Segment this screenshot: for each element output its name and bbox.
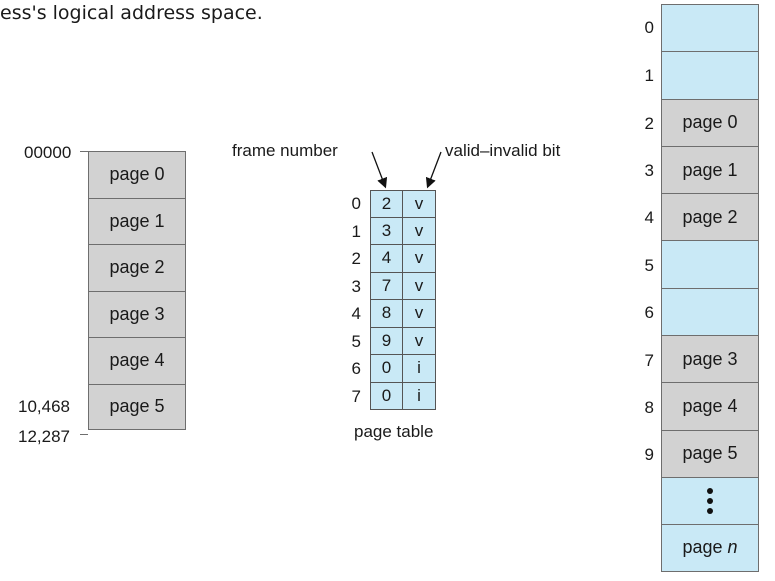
bit-cell: v [403, 217, 436, 245]
frame-index: 6 [644, 303, 654, 322]
page-table-row: 3 v [370, 217, 436, 245]
page-table-index: 3 [351, 277, 361, 296]
bit-cell: v [403, 300, 436, 328]
frame-cell [661, 287, 759, 336]
frame-content: page [682, 537, 723, 558]
logical-page: page 0 [88, 151, 186, 198]
caption-text: ess's logical address space. [0, 2, 263, 24]
logical-page: page 1 [88, 197, 186, 244]
frame-index: 0 [644, 18, 654, 37]
vertical-ellipsis-icon [707, 488, 713, 515]
address-start-tick [80, 151, 88, 152]
page-table-row: 7 v [370, 272, 436, 300]
page-table-index: 2 [351, 249, 361, 268]
address-end-tick [80, 434, 88, 435]
address-page5: 10,468 [18, 397, 70, 416]
bit-cell: v [403, 272, 436, 300]
logical-page: page 5 [88, 383, 186, 430]
frame-cell: 0 [370, 382, 403, 410]
frame-number-arrow [371, 151, 388, 189]
frame-index: 2 [644, 114, 654, 133]
frame-cell: page 5 [661, 429, 759, 477]
page-table-index: 5 [351, 332, 361, 351]
frame-number-label: frame number [232, 141, 338, 160]
frame-cell [661, 240, 759, 288]
frame-suffix: n [727, 537, 738, 558]
bit-cell: v [403, 327, 436, 355]
frame-index: 3 [644, 161, 654, 180]
bit-cell: i [403, 382, 436, 410]
logical-page: page 4 [88, 337, 186, 384]
page-table-row: 9 v [370, 327, 436, 355]
frame-index: 8 [644, 398, 654, 417]
valid-bit-arrow [425, 151, 442, 189]
frame-index: 5 [644, 256, 654, 275]
frame-cell: 2 [370, 190, 403, 218]
page-table-caption: page table [354, 422, 434, 441]
frame-index: 1 [644, 66, 654, 85]
page-table-row: 0 i [370, 382, 436, 410]
frame-cell: page 4 [661, 382, 759, 430]
frame-cell [661, 51, 759, 99]
frame-cell: 9 [370, 327, 403, 355]
frame-cell: page 1 [661, 145, 759, 194]
frame-cell: page 3 [661, 335, 759, 383]
bit-cell: v [403, 245, 436, 273]
frame-cell: 8 [370, 300, 403, 328]
frame-cell: page 0 [661, 98, 759, 146]
logical-page: page 3 [88, 290, 186, 337]
frame-cell: page 2 [661, 193, 759, 241]
page-table-index: 1 [351, 222, 361, 241]
frame-cell: 3 [370, 217, 403, 245]
page-table-index: 0 [351, 194, 361, 213]
page-table-index: 4 [351, 304, 361, 323]
address-start: 00000 [24, 143, 72, 162]
page-table-row: 2 v [370, 190, 436, 218]
address-end: 12,287 [18, 427, 70, 446]
page-table-row: 0 i [370, 355, 436, 383]
bit-cell: i [403, 355, 436, 383]
frame-cell [661, 4, 759, 52]
logical-memory: page 0 page 1 page 2 page 3 page 4 page … [88, 151, 186, 430]
logical-page: page 2 [88, 244, 186, 291]
page-table-index: 7 [351, 387, 361, 406]
physical-memory: page 0 page 1 page 2 page 3 page 4 page … [661, 4, 759, 572]
frame-index: 4 [644, 208, 654, 227]
frame-cell: 4 [370, 245, 403, 273]
frame-index: 7 [644, 351, 654, 370]
page-table-row: 8 v [370, 300, 436, 328]
frame-cell: 7 [370, 272, 403, 300]
ellipsis-cell [661, 476, 759, 525]
page-table: 2 v 3 v 4 v 7 v 8 v 9 v 0 i 0 i [370, 190, 436, 410]
page-table-index: 6 [351, 359, 361, 378]
frame-index: 9 [644, 445, 654, 464]
bit-cell: v [403, 190, 436, 218]
page-table-row: 4 v [370, 245, 436, 273]
frame-cell-last: page n [661, 524, 759, 572]
valid-invalid-label: valid–invalid bit [445, 141, 561, 160]
frame-cell: 0 [370, 355, 403, 383]
